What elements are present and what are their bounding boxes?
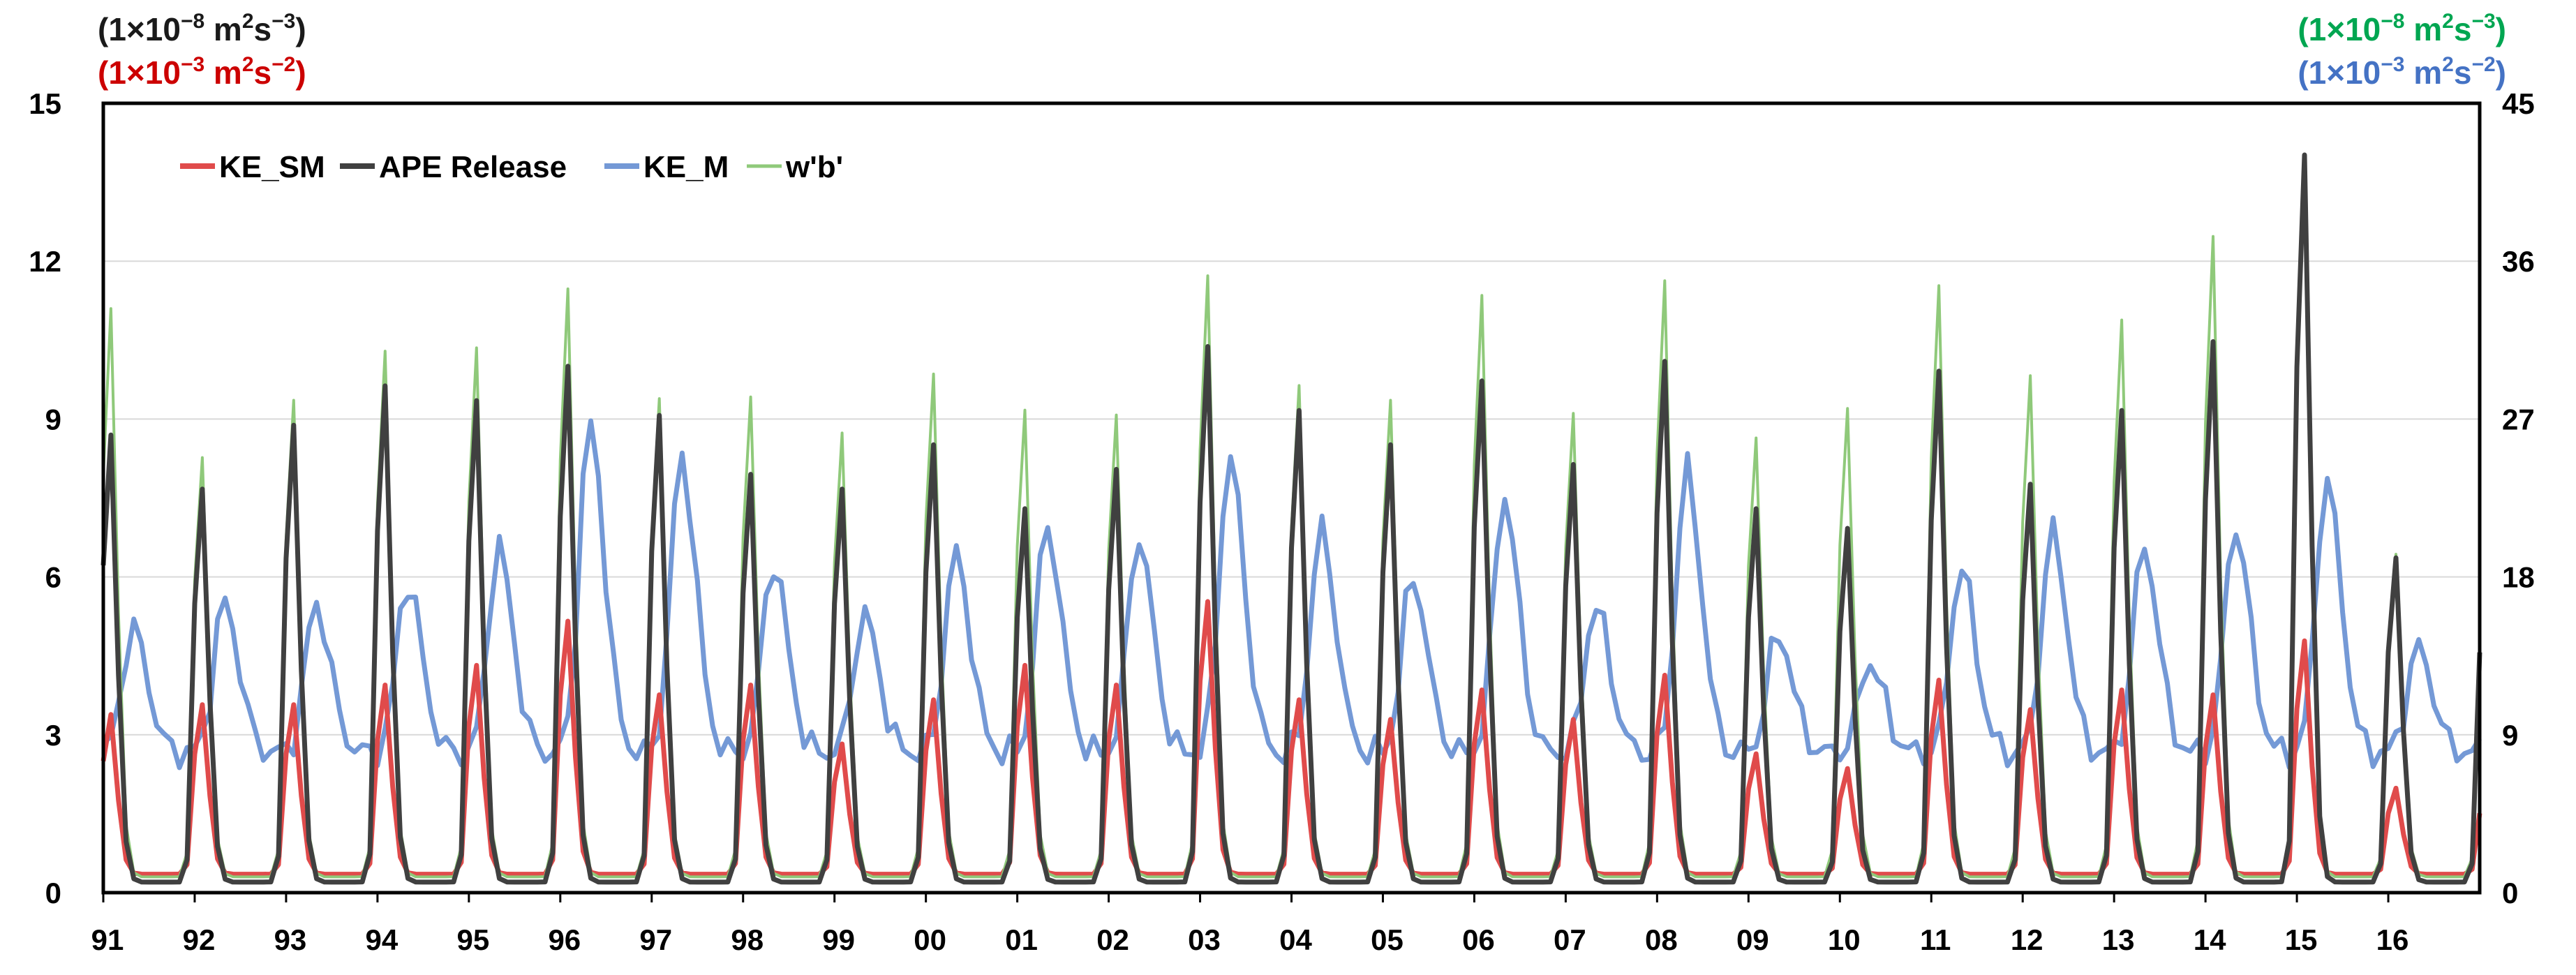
right-tick-label: 9 <box>2502 719 2518 752</box>
left-axis-ticks: 0 3 6 9 12 15 <box>29 87 61 909</box>
x-tick-label: 98 <box>731 923 764 956</box>
x-tick-label: 01 <box>1005 923 1038 956</box>
right-axis-unit-2: (1×10−3 m2s−2) <box>2298 53 2506 91</box>
x-tick-label: 94 <box>366 923 399 956</box>
series-line-aperelease <box>100 152 2482 885</box>
left-tick-label: 12 <box>29 245 61 278</box>
x-tick-label: 16 <box>2376 923 2409 956</box>
left-tick-label: 9 <box>45 403 61 436</box>
legend-label: w'b' <box>785 150 843 184</box>
x-axis-ticks: 91 92 93 94 95 96 97 98 99 00 01 02 03 04 05 06 07 08 09 10… <box>91 893 2409 956</box>
legend: KE_SM APE Release KE_M w'b' <box>180 150 843 184</box>
x-tick-label: 13 <box>2102 923 2135 956</box>
right-tick-label: 45 <box>2502 87 2535 120</box>
x-tick-label: 06 <box>1462 923 1495 956</box>
left-tick-label: 0 <box>45 877 61 909</box>
x-tick-label: 00 <box>914 923 946 956</box>
series-group <box>100 152 2482 885</box>
legend-label: KE_SM <box>219 150 325 184</box>
x-tick-label: 15 <box>2285 923 2318 956</box>
left-tick-label: 15 <box>29 87 61 120</box>
left-axis-unit-1: (1×10−8 m2s−3) <box>98 10 306 47</box>
x-tick-label: 95 <box>456 923 489 956</box>
right-tick-label: 0 <box>2502 877 2518 909</box>
x-tick-label: 09 <box>1736 923 1769 956</box>
x-tick-label: 08 <box>1645 923 1678 956</box>
x-tick-label: 91 <box>91 923 124 956</box>
x-tick-label: 12 <box>2011 923 2043 956</box>
x-tick-label: 11 <box>1920 923 1951 956</box>
x-tick-label: 93 <box>274 923 307 956</box>
x-tick-label: 14 <box>2194 923 2226 956</box>
x-tick-label: 10 <box>1828 923 1861 956</box>
x-tick-label: 96 <box>548 923 581 956</box>
x-tick-label: 97 <box>639 923 672 956</box>
left-tick-label: 3 <box>45 719 61 752</box>
right-axis-ticks: 0 9 18 27 36 45 <box>2502 87 2535 909</box>
legend-label: KE_M <box>643 150 729 184</box>
series-line-kem <box>101 418 2482 771</box>
right-tick-label: 27 <box>2502 403 2535 436</box>
x-tick-label: 03 <box>1188 923 1221 956</box>
x-tick-label: 99 <box>822 923 855 956</box>
x-tick-label: 04 <box>1279 923 1312 956</box>
left-axis-unit-2: (1×10−3 m2s−2) <box>98 53 306 91</box>
x-tick-label: 05 <box>1371 923 1404 956</box>
x-tick-label: 02 <box>1096 923 1129 956</box>
x-tick-label: 92 <box>183 923 216 956</box>
left-tick-label: 6 <box>45 561 61 594</box>
x-tick-label: 07 <box>1554 923 1586 956</box>
right-tick-label: 18 <box>2502 561 2535 594</box>
legend-label: APE Release <box>379 150 567 184</box>
right-tick-label: 36 <box>2502 245 2535 278</box>
right-axis-unit-1: (1×10−8 m2s−3) <box>2298 10 2506 47</box>
